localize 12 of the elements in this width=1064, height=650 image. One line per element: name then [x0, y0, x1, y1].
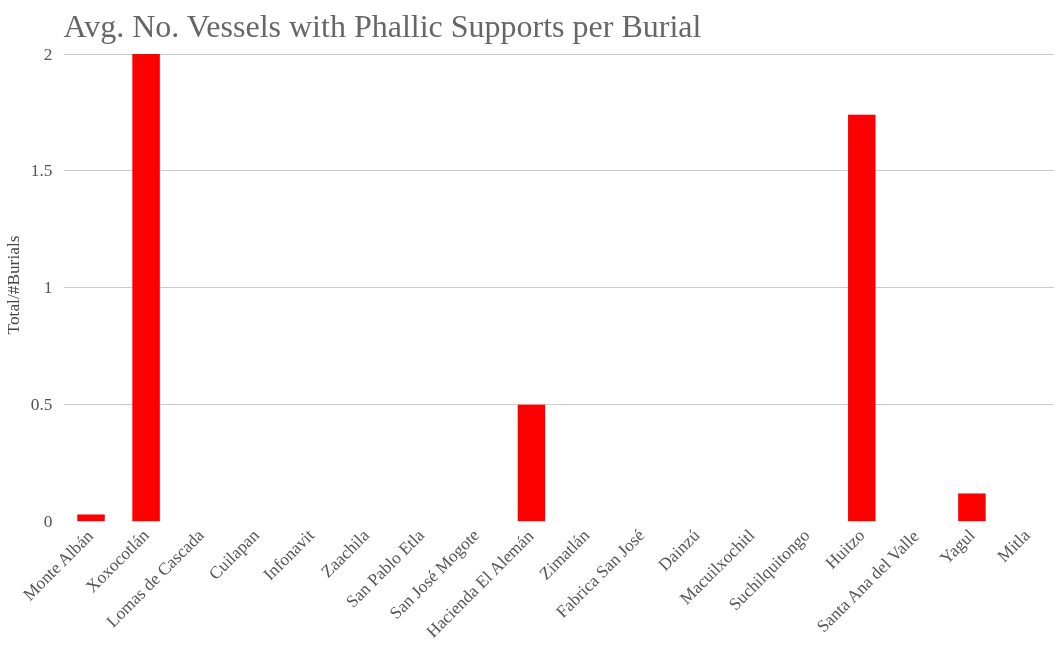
chart-title: Avg. No. Vessels with Phallic Supports per Burial	[63, 7, 702, 44]
y-tick-label: 1.5	[30, 161, 53, 181]
bar	[132, 54, 160, 522]
bar	[77, 514, 105, 522]
bar	[517, 404, 546, 522]
y-tick-label: 0.5	[30, 395, 53, 415]
y-tick-label: 0	[43, 512, 53, 531]
bar	[848, 114, 876, 522]
y-tick-label: 1	[43, 278, 53, 298]
y-tick-label: 2	[43, 44, 53, 64]
y-axis-title: Total/#Burials	[3, 235, 23, 335]
bar	[958, 493, 986, 522]
